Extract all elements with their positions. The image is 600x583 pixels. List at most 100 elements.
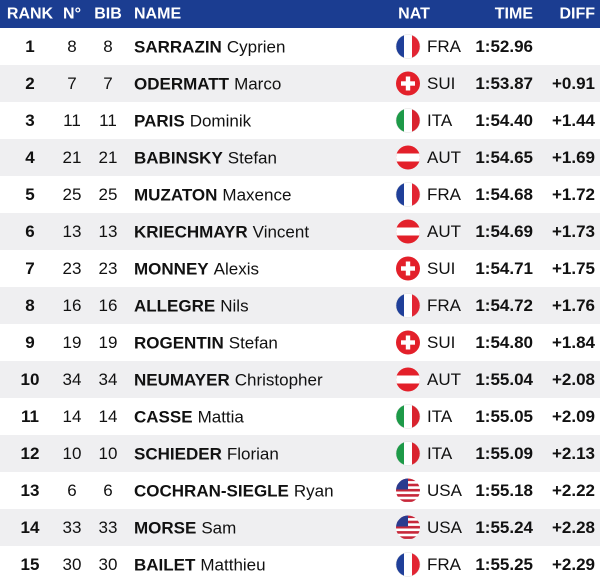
result-row: 7 23 23 MONNEY Alexis SUI 1:54.71 +1.75 bbox=[0, 250, 600, 287]
row-bg bbox=[0, 287, 600, 324]
row-bg bbox=[0, 324, 600, 361]
nat: FRA bbox=[427, 37, 462, 56]
diff: +0.91 bbox=[552, 74, 595, 93]
bib: 7 bbox=[103, 74, 112, 93]
no: 30 bbox=[63, 555, 82, 574]
flag bbox=[396, 220, 420, 244]
athlete-name: KRIECHMAYR Vincent bbox=[134, 222, 309, 241]
diff: +2.08 bbox=[552, 370, 595, 389]
no: 11 bbox=[63, 111, 81, 130]
no: 14 bbox=[63, 407, 82, 426]
time: 1:54.71 bbox=[475, 259, 533, 278]
rank: 1 bbox=[25, 37, 34, 56]
bib: 25 bbox=[99, 185, 118, 204]
athlete-name: CASSE Mattia bbox=[134, 407, 244, 426]
time: 1:55.04 bbox=[475, 370, 533, 389]
rank: 7 bbox=[25, 259, 34, 278]
rank: 2 bbox=[25, 74, 34, 93]
flag bbox=[396, 183, 420, 207]
no: 19 bbox=[63, 333, 82, 352]
row-bg bbox=[0, 176, 600, 213]
no: 34 bbox=[63, 370, 82, 389]
firstname: Christopher bbox=[235, 370, 323, 389]
surname: BABINSKY bbox=[134, 148, 223, 167]
flag bbox=[396, 146, 420, 170]
bib: 34 bbox=[99, 370, 118, 389]
rows: 1 8 8 SARRAZIN Cyprien FRA 1:52.962 7 7 ODERMATT M… bbox=[0, 28, 600, 583]
surname: COCHRAN-SIEGLE bbox=[134, 481, 289, 500]
time: 1:55.05 bbox=[475, 407, 533, 426]
header-bib: BIB bbox=[94, 6, 122, 23]
nat: AUT bbox=[427, 222, 461, 241]
result-row: 15 30 30 BAILET Matthieu FRA 1:55.25 +2.29 bbox=[0, 546, 600, 583]
header-bar bbox=[0, 0, 600, 28]
nat: USA bbox=[427, 518, 463, 537]
rank: 14 bbox=[21, 518, 40, 537]
athlete-name: BAILET Matthieu bbox=[134, 555, 266, 574]
time: 1:55.09 bbox=[475, 444, 533, 463]
time: 1:54.65 bbox=[475, 148, 533, 167]
rank: 3 bbox=[25, 111, 34, 130]
athlete-name: BABINSKY Stefan bbox=[134, 148, 277, 167]
athlete-name: MONNEY Alexis bbox=[134, 259, 259, 278]
firstname: Florian bbox=[227, 444, 279, 463]
diff: +1.73 bbox=[552, 222, 595, 241]
flag bbox=[396, 35, 420, 59]
row-bg bbox=[0, 102, 600, 139]
firstname: Mattia bbox=[198, 407, 245, 426]
no: 21 bbox=[63, 148, 82, 167]
time: 1:54.40 bbox=[475, 111, 533, 130]
diff: +2.29 bbox=[552, 555, 595, 574]
surname: MORSE bbox=[134, 518, 196, 537]
result-row: 9 19 19 ROGENTIN Stefan SUI 1:54.80 +1.84 bbox=[0, 324, 600, 361]
diff: +1.72 bbox=[552, 185, 595, 204]
bib: 11 bbox=[99, 111, 117, 130]
bib: 14 bbox=[99, 407, 118, 426]
rank: 9 bbox=[25, 333, 34, 352]
diff: +1.69 bbox=[552, 148, 595, 167]
rank: 15 bbox=[21, 555, 40, 574]
no: 33 bbox=[63, 518, 82, 537]
flag bbox=[396, 109, 420, 133]
nat: AUT bbox=[427, 148, 461, 167]
result-row: 13 6 6 COCHRAN-SIEGLE Ryan USA 1:55.18 +2.22 bbox=[0, 472, 600, 509]
result-row: 10 34 34 NEUMAYER Christopher AUT 1:55.04 +2.08 bbox=[0, 361, 600, 398]
result-row: 1 8 8 SARRAZIN Cyprien FRA 1:52.96 bbox=[0, 28, 600, 65]
firstname: Ryan bbox=[294, 481, 334, 500]
time: 1:53.87 bbox=[475, 74, 533, 93]
row-bg bbox=[0, 28, 600, 65]
rank: 10 bbox=[21, 370, 40, 389]
surname: BAILET bbox=[134, 555, 196, 574]
bib: 10 bbox=[99, 444, 118, 463]
nat: SUI bbox=[427, 74, 455, 93]
flag bbox=[396, 71, 420, 96]
flag bbox=[396, 442, 420, 466]
row-bg bbox=[0, 65, 600, 102]
nat: AUT bbox=[427, 370, 461, 389]
diff: +1.76 bbox=[552, 296, 595, 315]
time: 1:54.68 bbox=[475, 185, 533, 204]
rank: 11 bbox=[21, 407, 39, 426]
surname: CASSE bbox=[134, 407, 193, 426]
bib: 19 bbox=[99, 333, 118, 352]
bib: 8 bbox=[103, 37, 112, 56]
flag bbox=[396, 479, 420, 503]
athlete-name: PARIS Dominik bbox=[134, 111, 252, 130]
rank: 6 bbox=[25, 222, 34, 241]
result-row: 11 14 14 CASSE Mattia ITA 1:55.05 +2.09 bbox=[0, 398, 600, 435]
no: 23 bbox=[63, 259, 82, 278]
time: 1:55.25 bbox=[475, 555, 533, 574]
diff: +2.22 bbox=[552, 481, 595, 500]
firstname: Nils bbox=[220, 296, 248, 315]
result-row: 5 25 25 MUZATON Maxence FRA 1:54.68 +1.72 bbox=[0, 176, 600, 213]
bib: 23 bbox=[99, 259, 118, 278]
surname: ODERMATT bbox=[134, 74, 230, 93]
bib: 30 bbox=[99, 555, 118, 574]
diff: +2.13 bbox=[552, 444, 595, 463]
firstname: Vincent bbox=[253, 222, 310, 241]
row-bg bbox=[0, 472, 600, 509]
time: 1:54.72 bbox=[475, 296, 533, 315]
surname: KRIECHMAYR bbox=[134, 222, 248, 241]
header-nat: NAT bbox=[398, 6, 430, 23]
rank: 13 bbox=[21, 481, 40, 500]
